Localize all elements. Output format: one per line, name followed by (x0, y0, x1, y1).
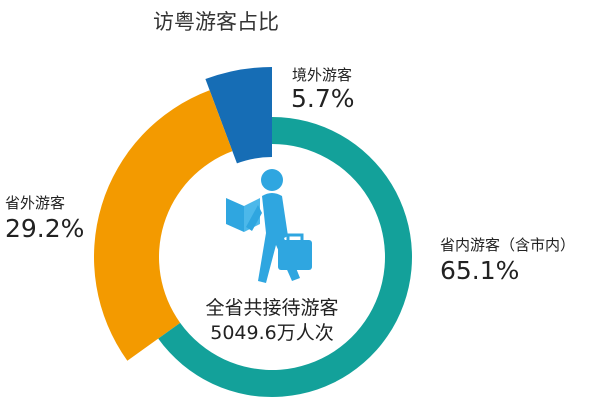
center-text-line1: 全省共接待游客 (205, 297, 339, 319)
value-in-province: 65.1% (440, 256, 520, 285)
chart-title: 访粤游客占比 (153, 10, 279, 34)
slice-overseas (205, 67, 272, 164)
center-text-line2: 5049.6万人次 (210, 322, 334, 344)
value-out-of-province: 29.2% (5, 214, 85, 243)
traveler-icon (226, 169, 312, 283)
label-in-province: 省内游客（含市内） (440, 236, 576, 254)
value-overseas: 5.7% (291, 84, 355, 113)
label-overseas: 境外游客 (292, 66, 353, 84)
label-out-of-province: 省外游客 (5, 194, 66, 212)
slice-out-of-province (93, 90, 233, 361)
